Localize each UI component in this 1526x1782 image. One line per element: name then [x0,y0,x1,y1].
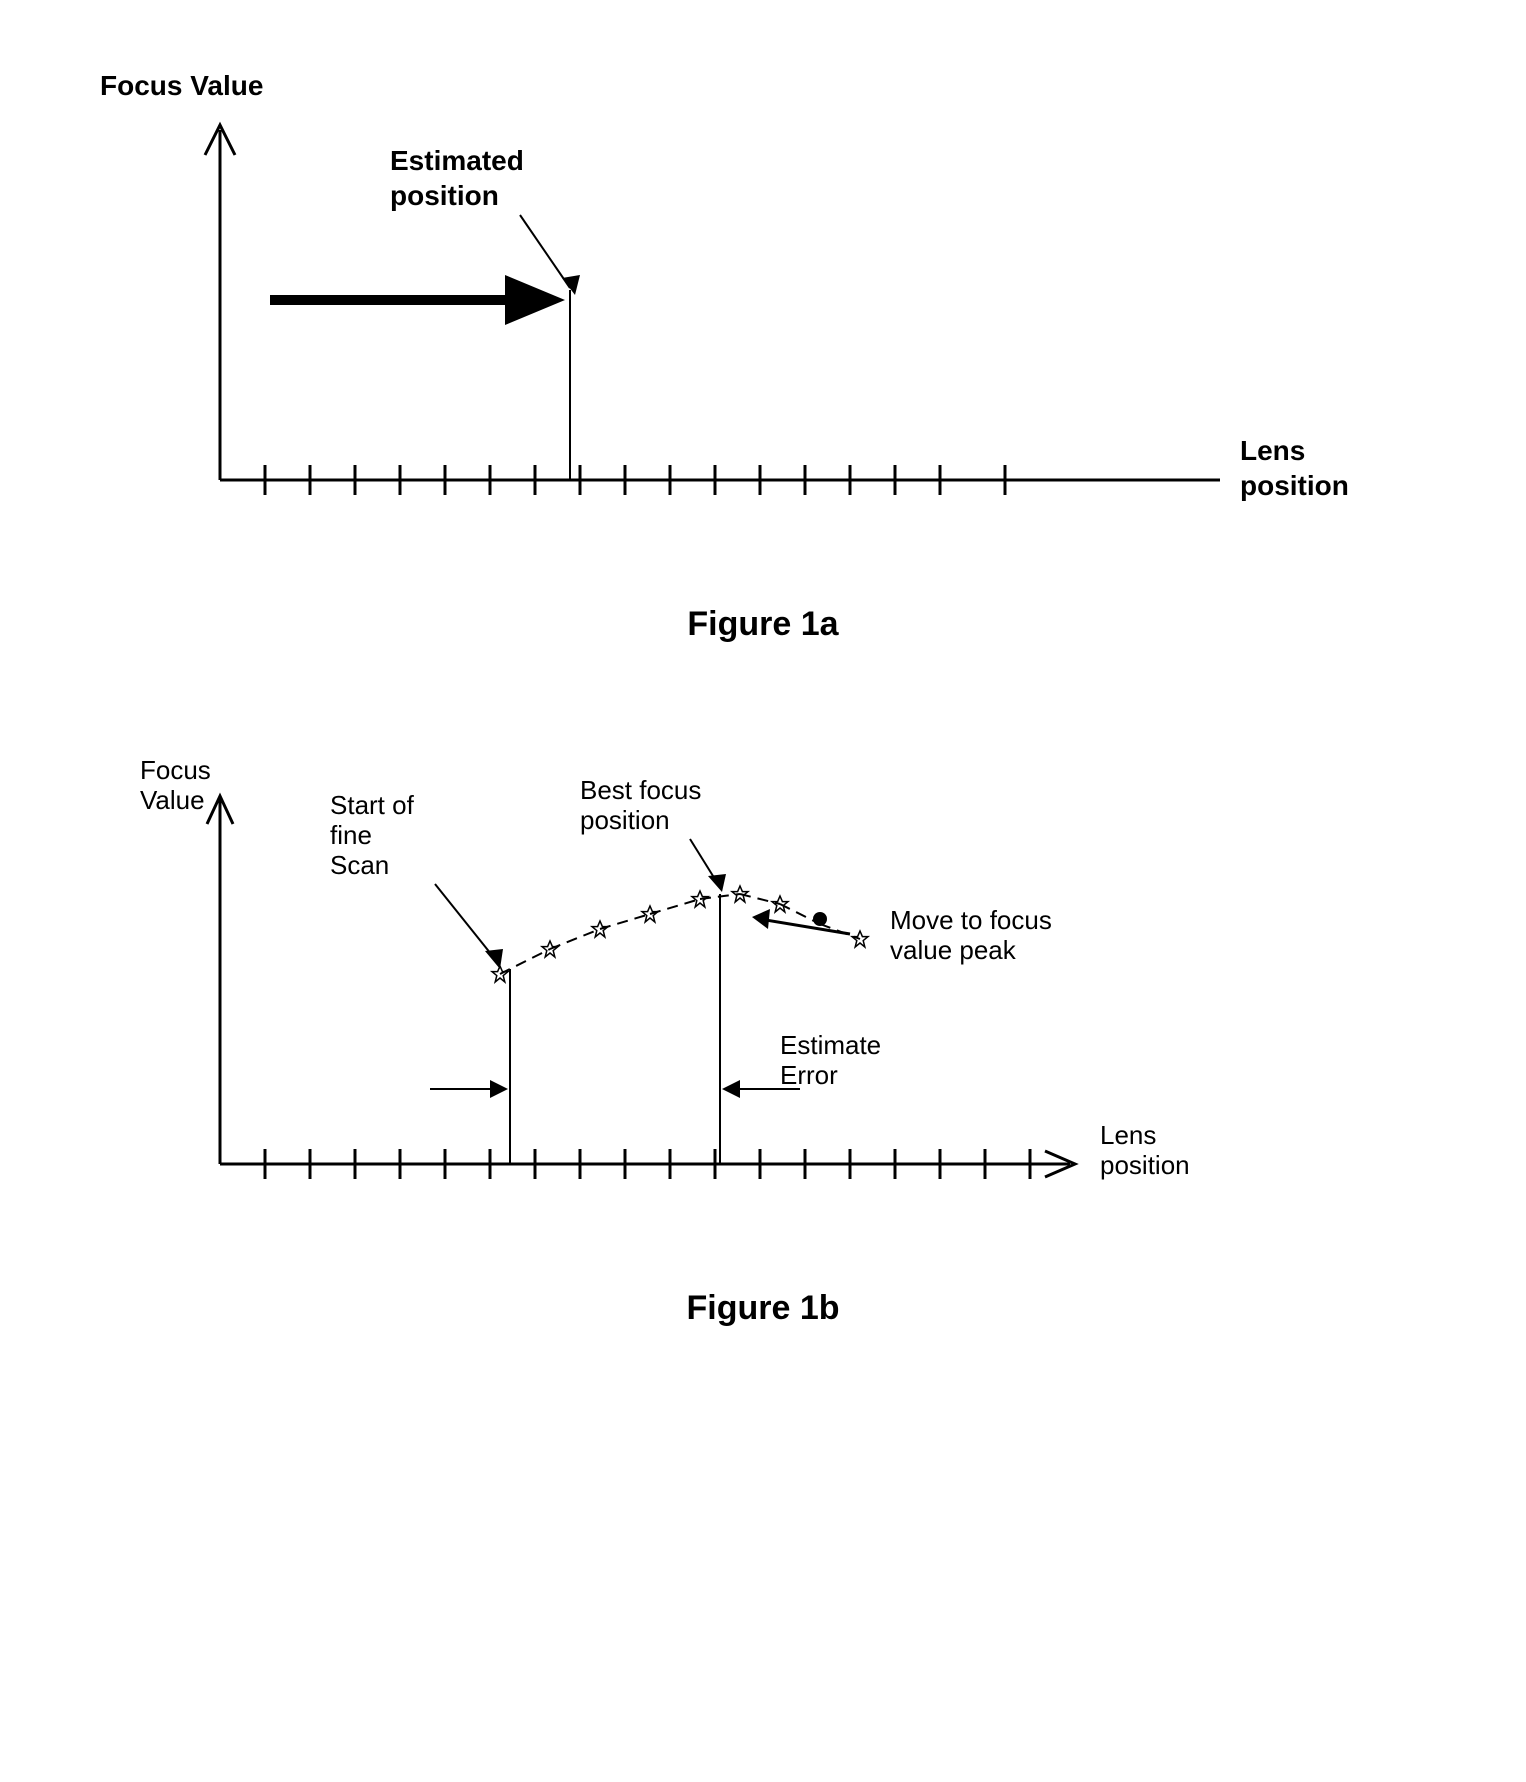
start-label-line3: Scan [330,850,389,880]
start-pointer-line [435,884,495,959]
error-label-line2: Error [780,1060,838,1090]
y-axis-label-line2: Value [140,785,205,815]
chart-1a-svg: Focus Value [40,40,1486,560]
error-dimension-arrows [430,1080,800,1098]
move-label-line2: value peak [890,935,1017,965]
start-label-line2: fine [330,820,372,850]
start-label-line1: Start of [330,790,415,820]
annotation-pointer-line [520,215,570,288]
figure-1a-caption: Figure 1a [40,605,1486,644]
start-pointer-head [485,949,503,969]
y-axis-label-line1: Focus [140,755,211,785]
figure-1b: Focus Value [40,724,1486,1328]
move-arrow-line [760,919,850,934]
best-label-line2: position [580,805,670,835]
x-axis-label-b-line2: position [1100,1150,1190,1180]
annotation-line2: position [390,180,499,211]
chart-1b-svg: Focus Value [40,724,1486,1244]
star-markers [492,886,868,982]
move-label-line1: Move to focus [890,905,1052,935]
figure-1a: Focus Value [40,40,1486,644]
annotation-line1: Estimated [390,145,524,176]
x-axis-label-b-line1: Lens [1100,1120,1156,1150]
x-axis-label-line1: Lens [1240,435,1305,466]
figure-1b-caption: Figure 1b [40,1289,1486,1328]
dot-marker [813,912,827,926]
error-label-line1: Estimate [780,1030,881,1060]
focus-curve [500,894,860,974]
best-pointer-head [708,874,726,892]
best-label-line1: Best focus [580,775,701,805]
thick-arrow-head [505,275,565,325]
y-axis-label: Focus Value [100,70,263,101]
x-axis-label-line2: position [1240,470,1349,501]
move-arrow-head [752,909,770,929]
